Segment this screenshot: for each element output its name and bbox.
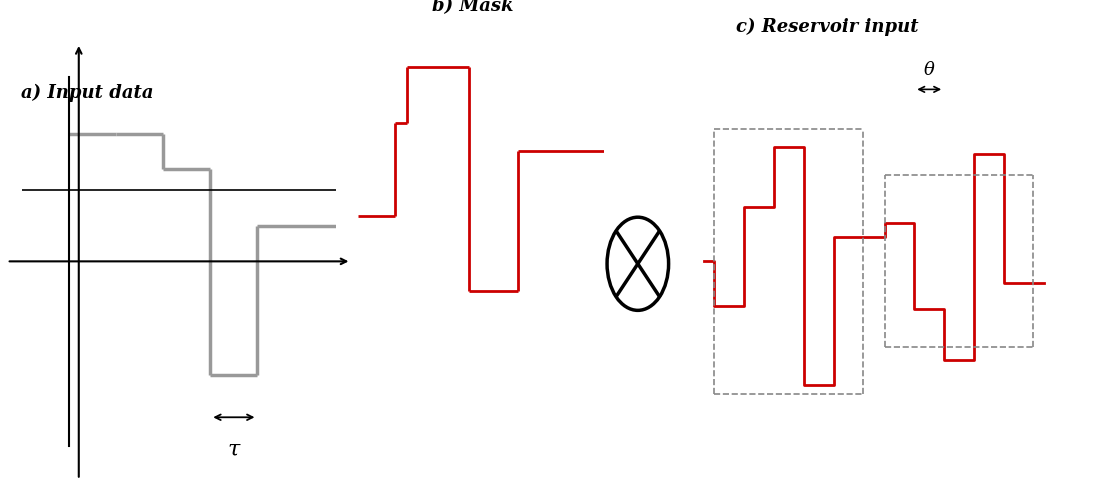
Text: c) Reservoir input: c) Reservoir input: [736, 18, 919, 36]
Text: τ: τ: [228, 439, 239, 461]
Text: a) Input data: a) Input data: [21, 84, 153, 103]
Text: θ: θ: [924, 60, 934, 78]
Text: b) Mask: b) Mask: [432, 0, 514, 15]
